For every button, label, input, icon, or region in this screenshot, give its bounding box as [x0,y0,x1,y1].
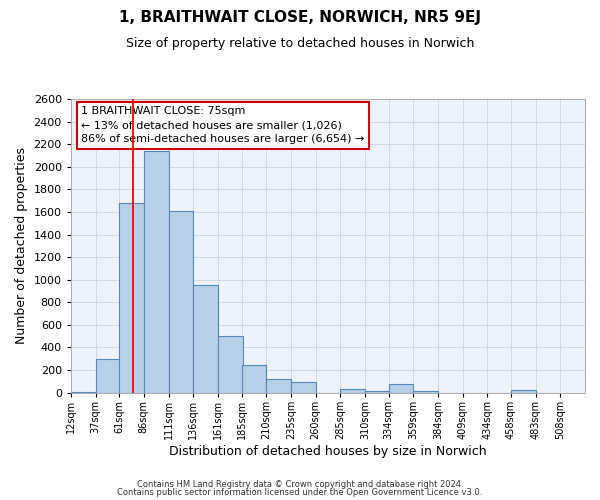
X-axis label: Distribution of detached houses by size in Norwich: Distribution of detached houses by size … [169,444,487,458]
Bar [119,203,144,392]
Bar [218,336,242,392]
Bar [291,382,316,392]
Bar [193,285,218,393]
Bar [242,365,266,392]
Bar [266,379,291,392]
Bar [340,389,365,392]
Text: Contains HM Land Registry data © Crown copyright and database right 2024.: Contains HM Land Registry data © Crown c… [137,480,463,489]
Bar [511,390,536,392]
Bar [389,384,413,392]
Text: Contains public sector information licensed under the Open Government Licence v3: Contains public sector information licen… [118,488,482,497]
Bar [144,151,169,392]
Text: Size of property relative to detached houses in Norwich: Size of property relative to detached ho… [126,38,474,51]
Text: 1, BRAITHWAIT CLOSE, NORWICH, NR5 9EJ: 1, BRAITHWAIT CLOSE, NORWICH, NR5 9EJ [119,10,481,25]
Bar [169,212,193,392]
Text: 1 BRAITHWAIT CLOSE: 75sqm
← 13% of detached houses are smaller (1,026)
86% of se: 1 BRAITHWAIT CLOSE: 75sqm ← 13% of detac… [81,106,364,144]
Bar [95,360,120,392]
Y-axis label: Number of detached properties: Number of detached properties [15,148,28,344]
